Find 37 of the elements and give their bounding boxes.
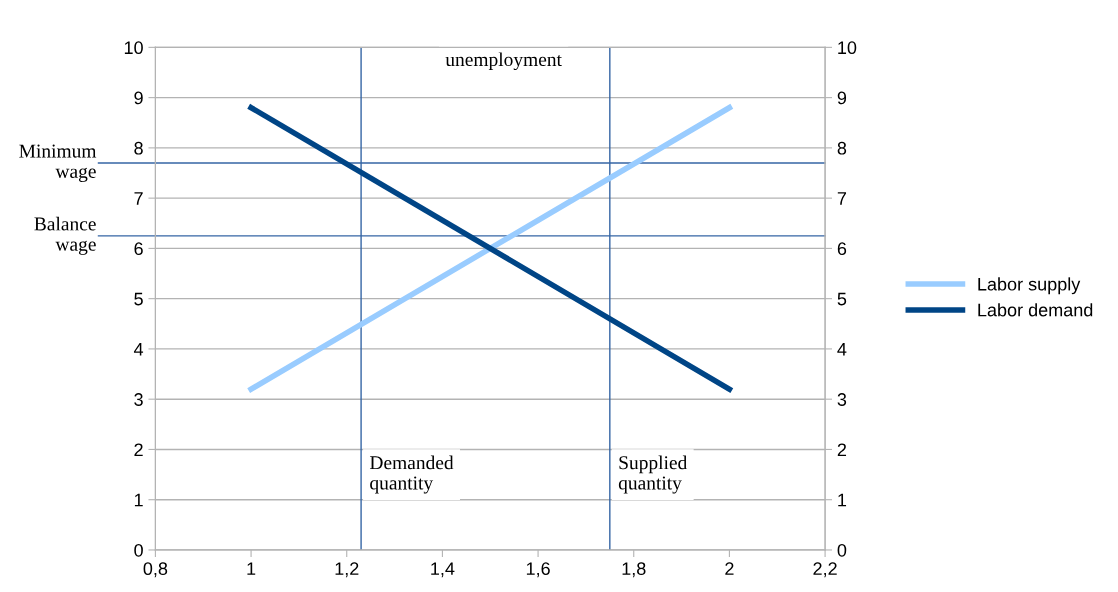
ref-line-label: Demanded quantity <box>369 455 454 494</box>
y-tick-label: 10 <box>124 41 143 55</box>
y2-tick-label: 10 <box>838 41 857 55</box>
y2-tick-label: 8 <box>837 141 847 155</box>
y2-tick-label: 5 <box>837 292 847 306</box>
x-tick-label: 2,2 <box>813 562 837 578</box>
ref-line-label: Balance wage <box>34 216 96 255</box>
x-tick-label: 1,6 <box>526 562 550 578</box>
y-tick-label: 3 <box>134 393 143 406</box>
y-tick-label: 5 <box>134 292 143 306</box>
y-tick-label: 9 <box>134 91 143 105</box>
y2-tick-label: 2 <box>837 443 847 456</box>
y2-tick-label: 1 <box>838 493 847 507</box>
x-tick-label: 2 <box>725 562 734 575</box>
x-tick-label: 1,4 <box>431 562 455 578</box>
ref-line-label: Supplied quantity <box>618 455 688 494</box>
y2-tick-label: 6 <box>837 242 847 256</box>
annotation: unemployment <box>445 52 562 71</box>
ref-line-label: Minimum wage <box>19 144 97 182</box>
legend-label: Labor supply <box>978 277 1081 295</box>
y2-tick-label: 9 <box>837 91 847 105</box>
y-tick-label: 7 <box>134 192 143 205</box>
y-tick-label: 1 <box>134 493 143 507</box>
y-tick-label: 0 <box>134 543 143 557</box>
x-tick-label: 1 <box>247 562 256 575</box>
y-tick-label: 8 <box>134 141 143 155</box>
x-tick-label: 1,2 <box>335 562 359 578</box>
y2-tick-label: 0 <box>837 543 847 557</box>
y-tick-label: 4 <box>133 343 144 356</box>
x-tick-label: 0,8 <box>143 562 168 578</box>
y2-tick-label: 3 <box>837 393 847 406</box>
y-tick-label: 2 <box>134 443 143 456</box>
y2-tick-label: 7 <box>837 192 847 205</box>
legend-label: Labor demand <box>978 303 1093 317</box>
x-tick-label: 1,8 <box>622 562 646 578</box>
y2-tick-label: 4 <box>837 343 847 356</box>
y-tick-label: 6 <box>134 242 143 256</box>
